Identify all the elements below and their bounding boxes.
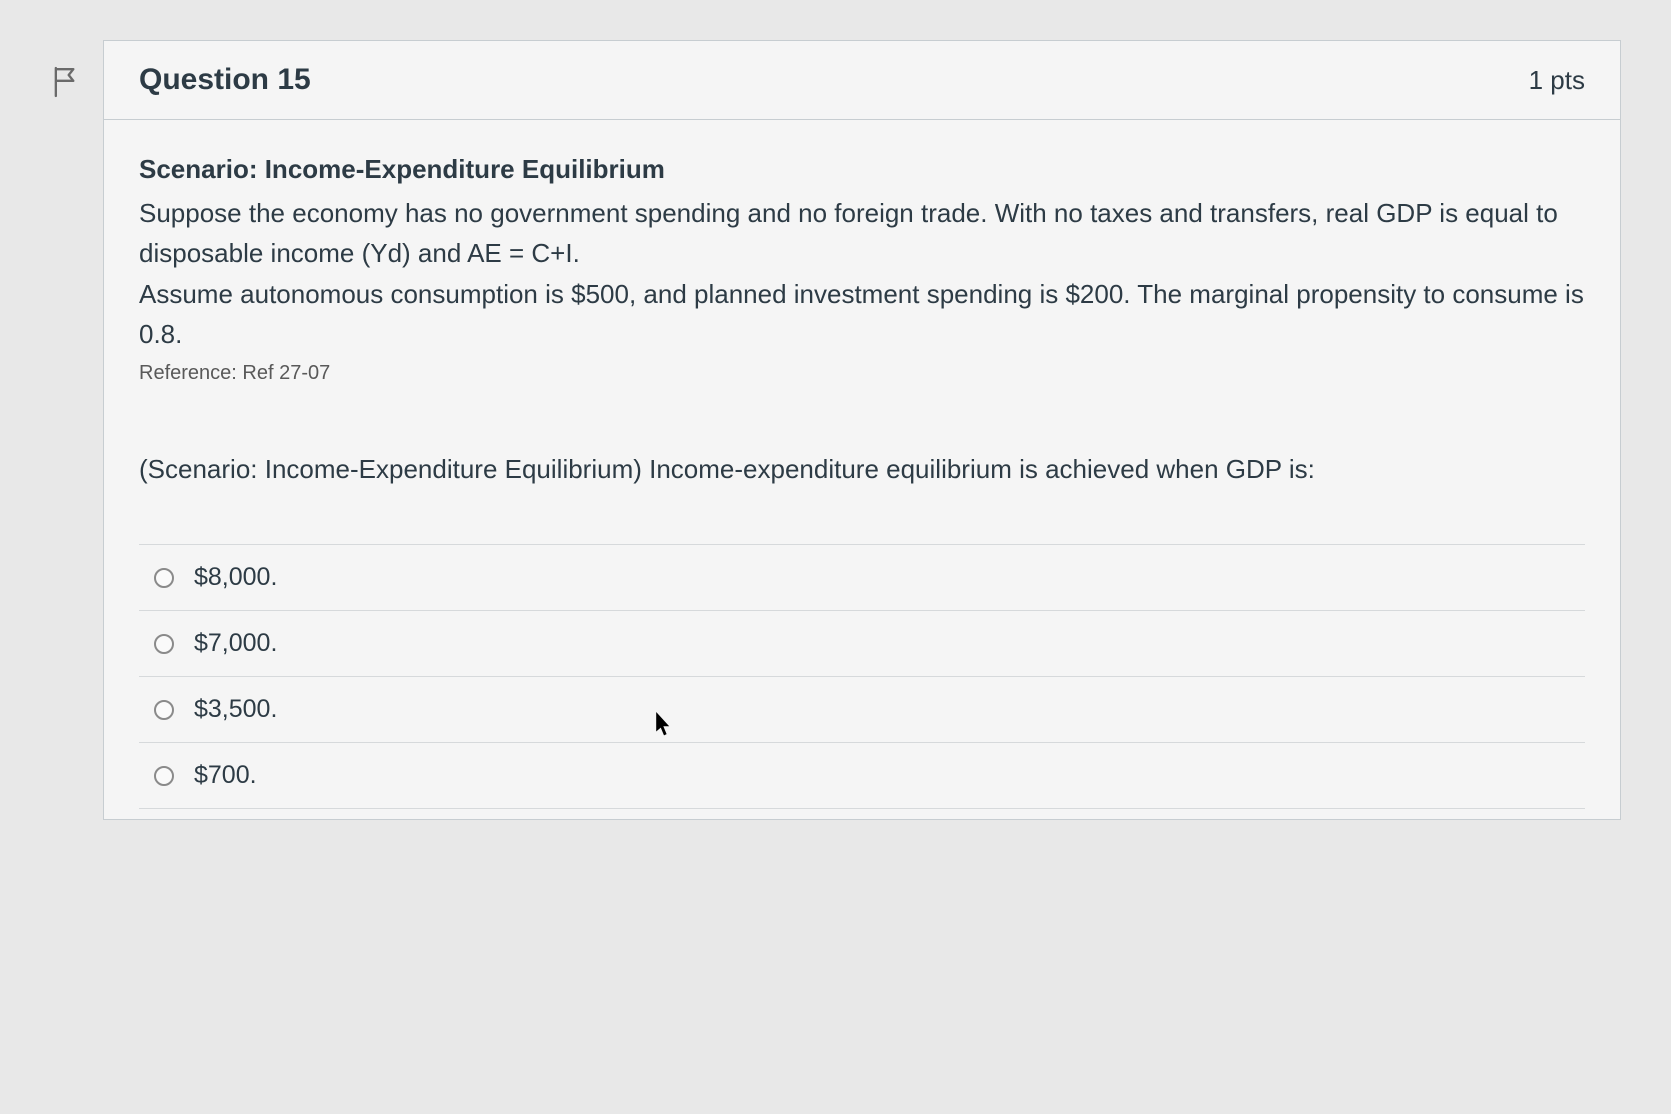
quiz-container: Question 15 1 pts Scenario: Income-Expen… [50, 40, 1621, 820]
question-title: Question 15 [139, 63, 311, 97]
radio-icon[interactable] [154, 700, 174, 720]
option-label: $7,000. [194, 629, 277, 658]
option-label: $3,500. [194, 695, 277, 724]
option-row[interactable]: $700. [139, 742, 1585, 809]
question-card: Question 15 1 pts Scenario: Income-Expen… [103, 40, 1621, 820]
option-row[interactable]: $7,000. [139, 610, 1585, 676]
flag-icon[interactable] [50, 65, 78, 104]
question-points: 1 pts [1529, 65, 1585, 96]
question-prompt: (Scenario: Income-Expenditure Equilibriu… [139, 450, 1585, 489]
scenario-title: Scenario: Income-Expenditure Equilibrium [139, 150, 1585, 189]
option-row[interactable]: $8,000. [139, 544, 1585, 610]
question-header: Question 15 1 pts [104, 41, 1620, 120]
option-row[interactable]: $3,500. [139, 676, 1585, 742]
radio-icon[interactable] [154, 766, 174, 786]
radio-icon[interactable] [154, 634, 174, 654]
reference-text: Reference: Ref 27-07 [139, 362, 1585, 385]
radio-icon[interactable] [154, 568, 174, 588]
option-label: $8,000. [194, 563, 277, 592]
question-body: Scenario: Income-Expenditure Equilibrium… [104, 120, 1620, 544]
option-label: $700. [194, 761, 257, 790]
options-list: $8,000. $7,000. $3,500. $700. [104, 544, 1620, 819]
scenario-text: Suppose the economy has no government sp… [139, 193, 1585, 354]
